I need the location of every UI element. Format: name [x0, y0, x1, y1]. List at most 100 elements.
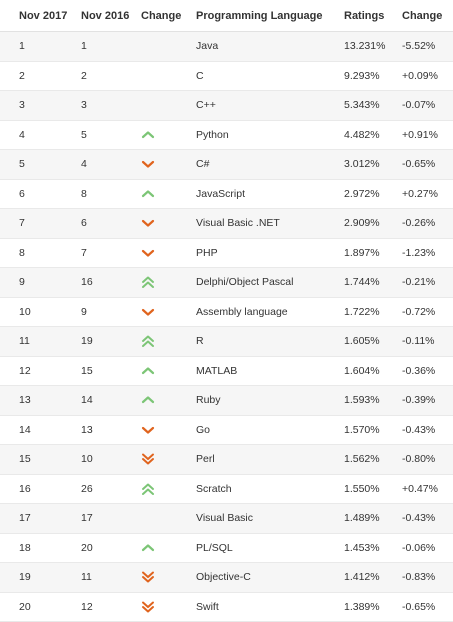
- rating-value: 2.909%: [344, 209, 380, 238]
- arrow-up-icon: [141, 542, 155, 554]
- rating-change: -0.07%: [402, 91, 435, 120]
- rating-value: 1.604%: [344, 357, 380, 386]
- change-indicator: [128, 298, 168, 327]
- header-nov2016: Nov 2016: [81, 0, 129, 31]
- rank-previous: 4: [81, 150, 87, 179]
- language-name: Delphi/Object Pascal: [196, 268, 293, 297]
- change-indicator: [128, 416, 168, 445]
- language-name: Visual Basic: [196, 504, 253, 533]
- rank-now: 7: [19, 209, 25, 238]
- arrow-down-icon: [141, 424, 155, 436]
- rank-previous: 12: [81, 593, 93, 622]
- rank-now: 8: [19, 239, 25, 268]
- language-name: Java: [196, 32, 218, 61]
- rank-previous: 19: [81, 327, 93, 356]
- rank-now: 3: [19, 91, 25, 120]
- rank-now: 20: [19, 593, 31, 622]
- arrow-down-icon: [141, 306, 155, 318]
- rank-previous: 17: [81, 504, 93, 533]
- rating-value: 1.744%: [344, 268, 380, 297]
- rating-change: +0.47%: [402, 475, 438, 504]
- rating-change: -0.72%: [402, 298, 435, 327]
- rating-change: -0.43%: [402, 504, 435, 533]
- language-name: R: [196, 327, 204, 356]
- rating-change: -5.52%: [402, 32, 435, 61]
- header-nov2017: Nov 2017: [19, 0, 67, 31]
- change-indicator: [128, 121, 168, 150]
- rank-previous: 9: [81, 298, 87, 327]
- rating-change: -1.23%: [402, 239, 435, 268]
- change-indicator: [128, 239, 168, 268]
- double-arrow-down-icon: [141, 571, 155, 583]
- double-arrow-up-icon: [141, 483, 155, 495]
- rank-previous: 10: [81, 445, 93, 474]
- rating-change: -0.36%: [402, 357, 435, 386]
- rank-previous: 8: [81, 180, 87, 209]
- language-name: Assembly language: [196, 298, 288, 327]
- change-indicator: [128, 386, 168, 415]
- arrow-down-icon: [141, 217, 155, 229]
- header-ratings: Ratings: [344, 0, 384, 31]
- rating-change: -0.21%: [402, 268, 435, 297]
- rating-value: 1.453%: [344, 534, 380, 563]
- arrow-down-icon: [141, 247, 155, 259]
- arrow-up-icon: [141, 365, 155, 377]
- language-name: Visual Basic .NET: [196, 209, 280, 238]
- rank-previous: 2: [81, 62, 87, 91]
- rating-change: -0.39%: [402, 386, 435, 415]
- rating-change: +0.09%: [402, 62, 438, 91]
- rating-change: -0.80%: [402, 445, 435, 474]
- rank-previous: 20: [81, 534, 93, 563]
- change-indicator: [128, 180, 168, 209]
- rank-now: 9: [19, 268, 25, 297]
- header-rating-change: Change: [402, 0, 442, 31]
- change-indicator: [128, 563, 168, 592]
- rank-now: 18: [19, 534, 31, 563]
- rating-value: 1.593%: [344, 386, 380, 415]
- change-indicator: [128, 62, 168, 91]
- rating-change: -0.26%: [402, 209, 435, 238]
- rating-change: -0.65%: [402, 150, 435, 179]
- change-indicator: [128, 268, 168, 297]
- rating-change: -0.11%: [402, 327, 435, 356]
- rating-value: 4.482%: [344, 121, 380, 150]
- table-header: Nov 2017 Nov 2016 Change Programming Lan…: [0, 0, 453, 32]
- language-name: Ruby: [196, 386, 221, 415]
- change-indicator: [128, 209, 168, 238]
- rating-value: 5.343%: [344, 91, 380, 120]
- change-indicator: [128, 534, 168, 563]
- rank-now: 16: [19, 475, 31, 504]
- rating-value: 1.605%: [344, 327, 380, 356]
- language-name: MATLAB: [196, 357, 237, 386]
- rank-now: 17: [19, 504, 31, 533]
- change-indicator: [128, 504, 168, 533]
- rank-now: 13: [19, 386, 31, 415]
- rating-value: 2.972%: [344, 180, 380, 209]
- rank-now: 19: [19, 563, 31, 592]
- rating-value: 9.293%: [344, 62, 380, 91]
- rating-change: +0.27%: [402, 180, 438, 209]
- rating-value: 1.897%: [344, 239, 380, 268]
- change-indicator: [128, 32, 168, 61]
- rating-value: 1.570%: [344, 416, 380, 445]
- rank-now: 1: [19, 32, 25, 61]
- change-indicator: [128, 357, 168, 386]
- rating-value: 1.412%: [344, 563, 380, 592]
- language-name: PHP: [196, 239, 218, 268]
- double-arrow-down-icon: [141, 453, 155, 465]
- rank-previous: 14: [81, 386, 93, 415]
- rating-value: 1.550%: [344, 475, 380, 504]
